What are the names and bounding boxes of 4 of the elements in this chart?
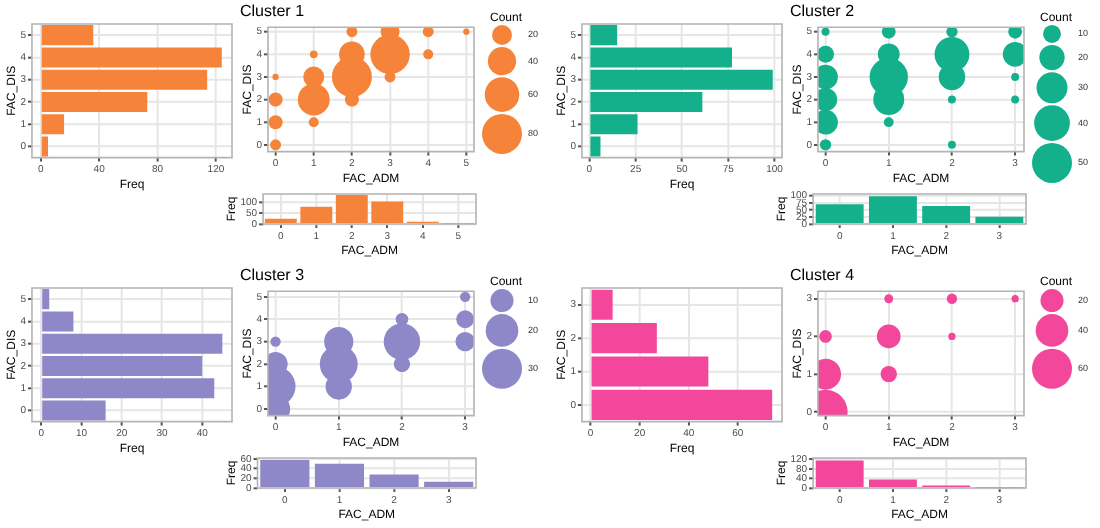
chart-title: Cluster 3 — [240, 266, 306, 285]
chart-title: Cluster 4 — [790, 266, 856, 285]
chart-title: Cluster 2 — [790, 2, 856, 21]
chart-title: Cluster 1 — [240, 2, 306, 21]
